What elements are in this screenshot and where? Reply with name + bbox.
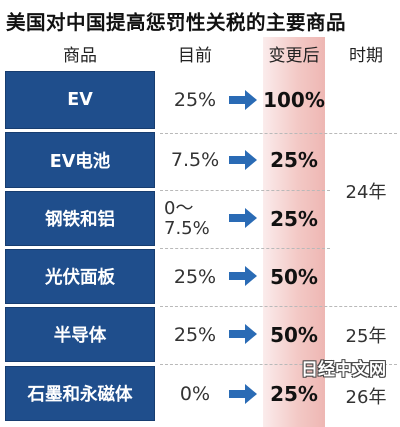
watermark: 日经中文网 — [301, 359, 386, 380]
period-2024: 24年 — [345, 181, 387, 203]
row-divider — [160, 364, 397, 365]
row-divider — [160, 190, 330, 191]
item-box-ev-battery: EV电池 — [5, 132, 155, 188]
header-after: 变更后 — [268, 45, 320, 66]
header-item: 商品 — [63, 45, 97, 66]
item-box-solar-panels: 光伏面板 — [5, 249, 155, 304]
right-arrow-icon — [229, 324, 257, 344]
period-2026: 26年 — [345, 387, 387, 408]
current-value-graphite-magnets: 0% — [160, 366, 230, 421]
item-box-graphite-magnets: 石墨和永磁体 — [5, 366, 155, 421]
right-arrow-icon — [229, 150, 257, 170]
item-box-steel-aluminum: 钢铁和铝 — [5, 191, 155, 246]
after-column-highlight — [263, 37, 325, 427]
item-box-ev: EV — [5, 71, 155, 129]
current-value-text: 7.5% — [170, 149, 220, 171]
page-title: 美国对中国提高惩罚性关税的主要商品 — [6, 11, 347, 34]
right-arrow-icon — [229, 266, 257, 286]
row-divider — [160, 248, 330, 249]
after-value-steel-aluminum: 25% — [270, 206, 318, 231]
current-value-text: 25% — [173, 89, 217, 111]
current-value-ev: 25% — [160, 71, 230, 129]
header-period: 时期 — [349, 45, 383, 66]
row-divider — [160, 133, 397, 134]
row-divider — [160, 306, 397, 307]
after-value-ev: 100% — [263, 88, 325, 112]
after-value-solar-panels: 50% — [270, 264, 318, 289]
item-box-semiconductors: 半导体 — [5, 307, 155, 362]
right-arrow-icon — [229, 384, 257, 404]
current-value-text: 25% — [173, 323, 217, 346]
current-value-text-line2: 7.5% — [164, 217, 210, 239]
period-2025: 25年 — [345, 326, 387, 347]
current-value-semiconductors: 25% — [160, 307, 230, 362]
after-value-semiconductors: 50% — [270, 322, 318, 347]
current-value-text: 0% — [179, 382, 211, 405]
after-value-graphite-magnets: 25% — [270, 381, 318, 406]
current-value-steel-aluminum: 0～ 7.5% — [160, 191, 230, 246]
right-arrow-icon — [229, 90, 257, 110]
right-arrow-icon — [229, 208, 257, 228]
after-value-ev-battery: 25% — [270, 148, 318, 172]
current-value-ev-battery: 7.5% — [160, 132, 230, 188]
current-value-text-line1: 0～ — [164, 197, 194, 219]
current-value-solar-panels: 25% — [160, 249, 230, 304]
header-current: 目前 — [178, 45, 212, 66]
current-value-text: 25% — [173, 265, 217, 288]
